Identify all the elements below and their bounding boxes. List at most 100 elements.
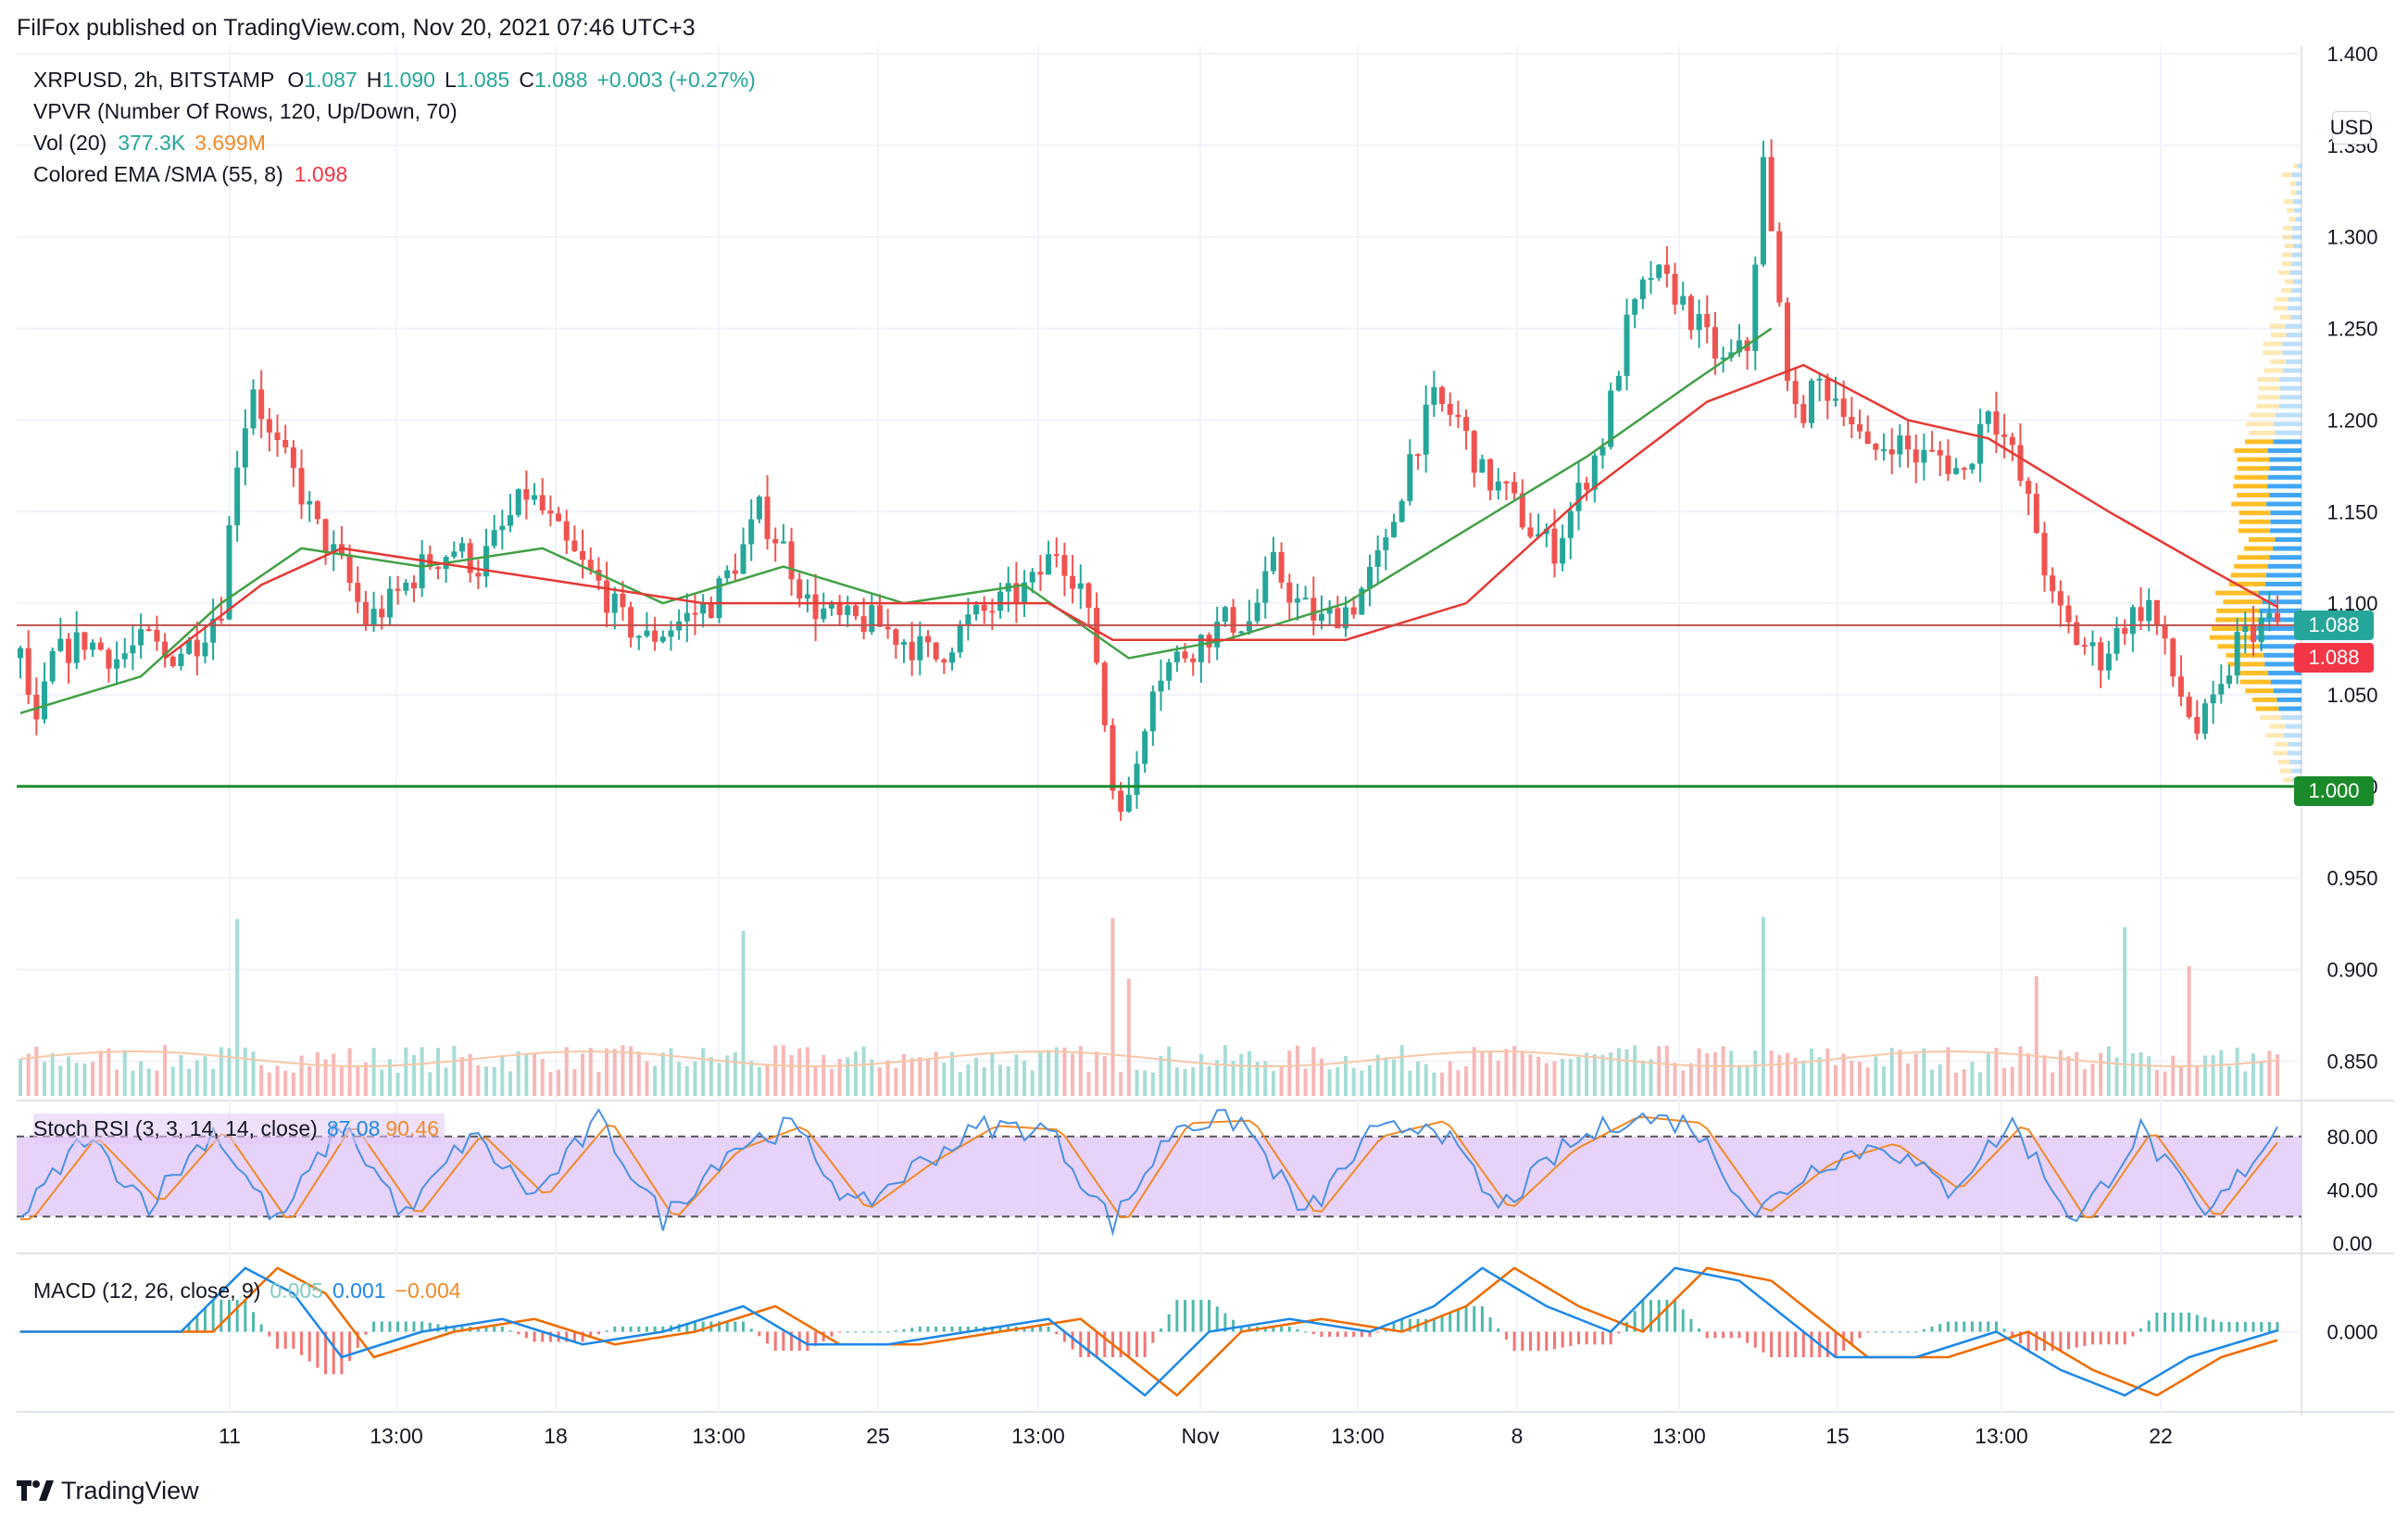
candle-body (410, 582, 417, 589)
macd-histogram-bar (508, 1330, 512, 1332)
candle-body (756, 497, 762, 520)
volume-bar (2090, 1064, 2095, 1096)
vpvr-up-bar (2267, 474, 2301, 480)
candle-body (1142, 731, 1148, 764)
macd-histogram-bar (1497, 1328, 1500, 1332)
volume-bar (1336, 1066, 1340, 1096)
volume-bar (1367, 1064, 1372, 1096)
candle-body (652, 630, 658, 642)
candle-body (57, 638, 64, 651)
macd-histogram-bar (388, 1321, 392, 1332)
volume-bar (1022, 1061, 1027, 1096)
candle-body (1318, 613, 1324, 621)
volume-bar (1271, 1071, 1275, 1096)
candle-body (1311, 598, 1317, 621)
chart-frame[interactable]: 1.400 1.350 1.300 1.250 1.200 1.150 1.100 1.050… (17, 46, 2394, 1464)
macd-histogram-bar (926, 1327, 930, 1332)
candle-body (1149, 691, 1156, 732)
volume-bar (1576, 1056, 1581, 1096)
macd-histogram-bar (2267, 1322, 2271, 1332)
volume-bar (909, 1058, 914, 1096)
macd-histogram-bar (1625, 1322, 1629, 1332)
macd-histogram-bar (2026, 1331, 2030, 1352)
vpvr-down-bar (2282, 252, 2292, 258)
volume-bar (2114, 1057, 2119, 1096)
macd-histogram-bar (1898, 1331, 1901, 1333)
candle-body (346, 554, 353, 584)
candle-body (1560, 537, 1566, 564)
candle-body (194, 639, 200, 657)
volume-bar (1858, 1062, 1862, 1096)
vpvr-up-bar (2285, 724, 2301, 729)
macd-histogram-bar (1930, 1327, 1934, 1332)
volume-bar (139, 1061, 144, 1096)
candle-body (1881, 449, 1888, 452)
macd-histogram-bar (2067, 1331, 2071, 1350)
macd-histogram-bar (476, 1327, 480, 1332)
macd-histogram-bar (1922, 1328, 1925, 1332)
ema-label: Colored EMA /SMA (55, 8) (33, 162, 283, 186)
candle-body (1391, 522, 1398, 537)
candle-body (362, 601, 369, 626)
vpvr-up-bar (2283, 733, 2301, 738)
macd-histogram-bar (541, 1331, 545, 1342)
volume-bar (797, 1048, 802, 1096)
volume-bar (2058, 1050, 2063, 1096)
vpvr-down-bar (2263, 341, 2283, 346)
candle-body (1873, 444, 1879, 450)
volume-bar (588, 1048, 593, 1096)
macd-histogram-bar (235, 1300, 239, 1332)
vpvr-down-bar (2265, 733, 2284, 738)
volume-bar (1143, 1070, 1148, 1096)
chart-svg[interactable]: 1.4001.3501.3001.2501.2001.1501.1001.050… (17, 46, 2394, 1464)
volume-bar (1432, 1072, 1436, 1096)
volume-bar (1994, 1048, 1999, 1096)
macd-histogram-bar (412, 1321, 416, 1332)
macd-histogram-bar (966, 1327, 970, 1332)
candle-body (386, 588, 393, 618)
volume-bar (1834, 1064, 1838, 1096)
macd-histogram-bar (1528, 1331, 1532, 1352)
candle-body (1326, 608, 1333, 614)
macd-histogram-bar (1488, 1317, 1492, 1332)
macd-histogram-bar (959, 1327, 962, 1332)
candle-body (1993, 411, 2000, 435)
volume-bar (1986, 1053, 1990, 1096)
macd-histogram-bar (1215, 1306, 1219, 1332)
volume-bar (291, 1072, 295, 1096)
volume-bar (1705, 1052, 1710, 1096)
macd-histogram-bar (1617, 1331, 1621, 1334)
macd-histogram-bar (790, 1331, 794, 1352)
candle-body (2113, 627, 2120, 654)
macd-histogram-bar (1208, 1300, 1211, 1332)
vpvr-up-bar (2282, 368, 2301, 373)
candle-body (1366, 566, 1373, 589)
vpvr-up-bar (2270, 679, 2301, 685)
volume-bar (1423, 1064, 1428, 1096)
volume-bar (1408, 1070, 1412, 1096)
vpvr-down-bar (2273, 306, 2288, 311)
candle-body (981, 605, 987, 611)
candle-body (1639, 279, 1646, 299)
macd-histogram-bar (1296, 1328, 1299, 1332)
macd-histogram-bar (1633, 1311, 1637, 1332)
volume-bar (581, 1053, 585, 1096)
vpvr-up-bar (2267, 563, 2301, 569)
volume-bar (765, 1064, 770, 1096)
candle-body (1134, 763, 1140, 795)
macd-histogram-bar (2002, 1328, 2006, 1332)
stoch-band (17, 1136, 2301, 1217)
vpvr-down-bar (2237, 457, 2270, 462)
vpvr-up-bar (2265, 573, 2301, 578)
vpvr-down-bar (2244, 546, 2274, 551)
volume-bar (1609, 1052, 1613, 1096)
volume-bar (299, 1055, 304, 1096)
volume-bar (1247, 1051, 1251, 1096)
volume-bar (1737, 1066, 1741, 1096)
currency-label[interactable]: USD (2330, 111, 2373, 145)
macd-histogram-bar (219, 1300, 223, 1332)
tradingview-brand[interactable]: TradingView (17, 1477, 199, 1505)
vpvr-up-bar (2269, 466, 2301, 472)
vpvr-down-bar (2230, 573, 2266, 578)
volume-bar (636, 1051, 641, 1096)
